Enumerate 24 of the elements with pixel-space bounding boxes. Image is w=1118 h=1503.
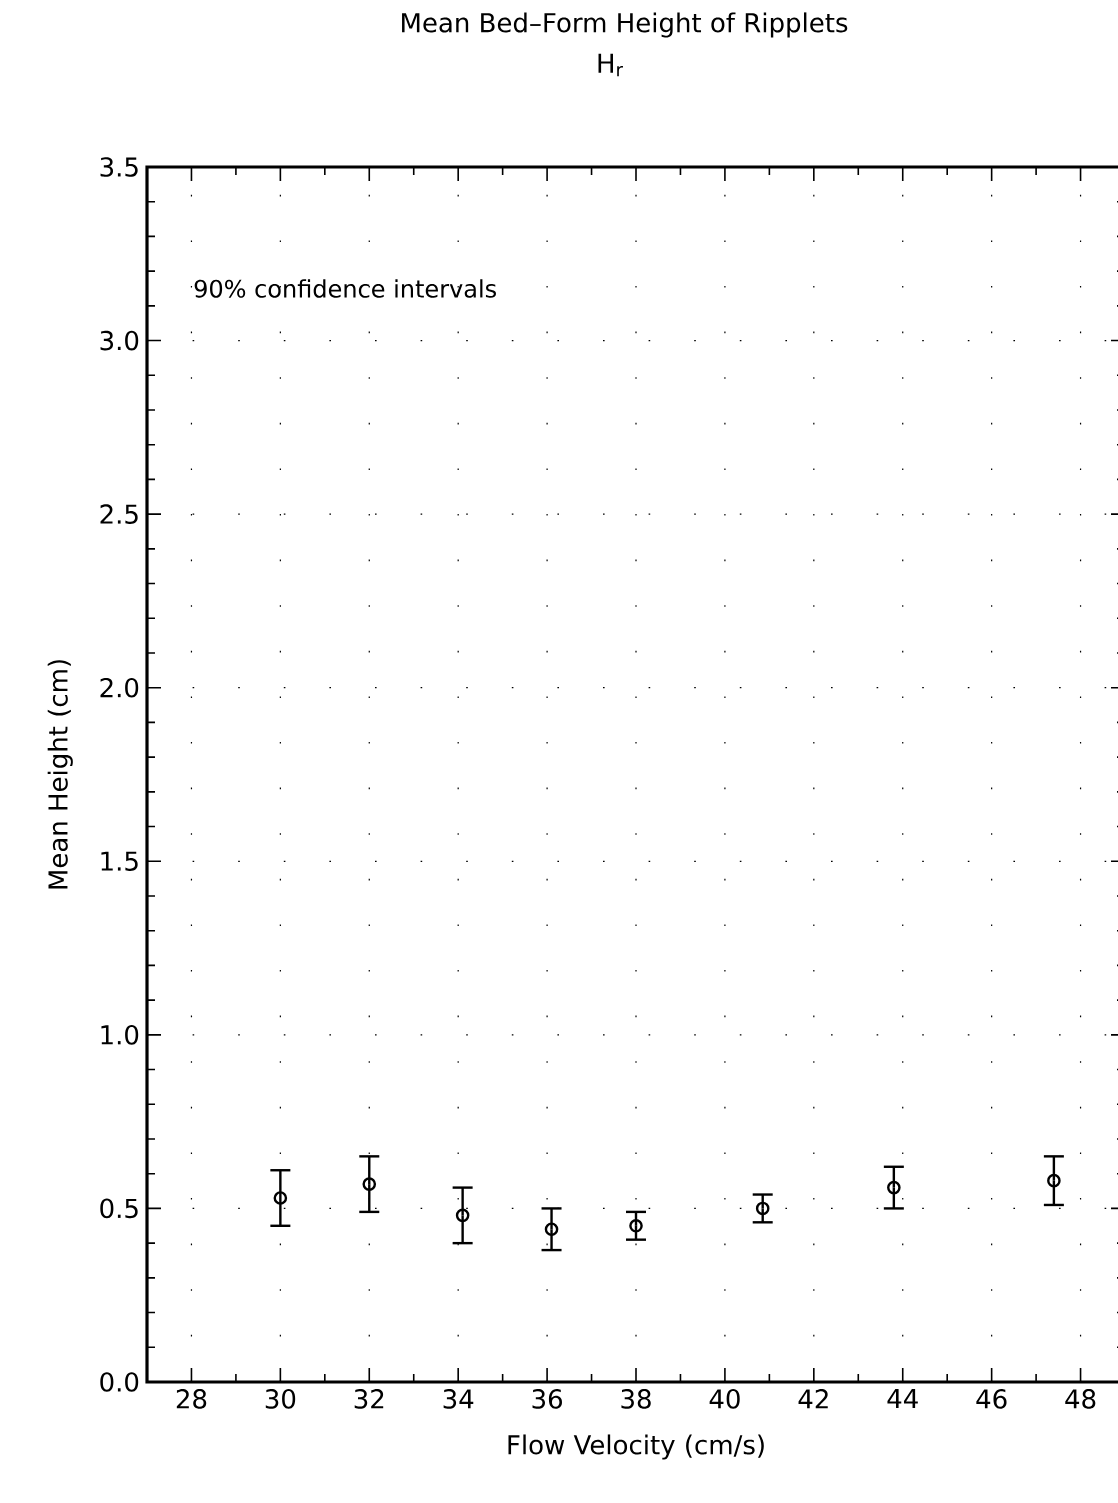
x-tick-label: 38 [621,1389,651,1409]
annotation: 90% confidence intervals [194,279,496,298]
y-tick-label: 2.5 [100,504,138,524]
x-tick-label: 42 [798,1389,828,1409]
y-tick-label: 3.5 [100,157,138,177]
y-axis-title: Mean Height (cm) [47,660,73,889]
y-tick-label: 2.0 [100,677,139,698]
x-tick-label: 36 [532,1389,562,1409]
x-tick-label: 48 [1065,1389,1096,1409]
y-tick-label: 1.5 [101,851,138,871]
chart-title: Mean Bed–Form Height of Ripplets [402,12,848,38]
x-tick-label: 46 [976,1389,1007,1409]
y-tick-label: 0.0 [100,1372,139,1392]
x-tick-label: 44 [887,1389,918,1409]
y-tick-label: 3.0 [100,330,139,351]
chart-subtitle: H$_{r}$ [598,53,624,77]
x-tick-label: 32 [354,1389,384,1409]
x-tick-label: 28 [176,1389,207,1409]
y-tick-label: 0.5 [100,1198,138,1219]
x-tick-label: 30 [265,1389,296,1409]
y-tick-label: 1.0 [101,1025,139,1045]
x-tick-label: 40 [709,1389,740,1409]
x-axis-title: Flow Velocity (cm/s) [508,1434,764,1460]
x-tick-label: 34 [443,1389,474,1409]
